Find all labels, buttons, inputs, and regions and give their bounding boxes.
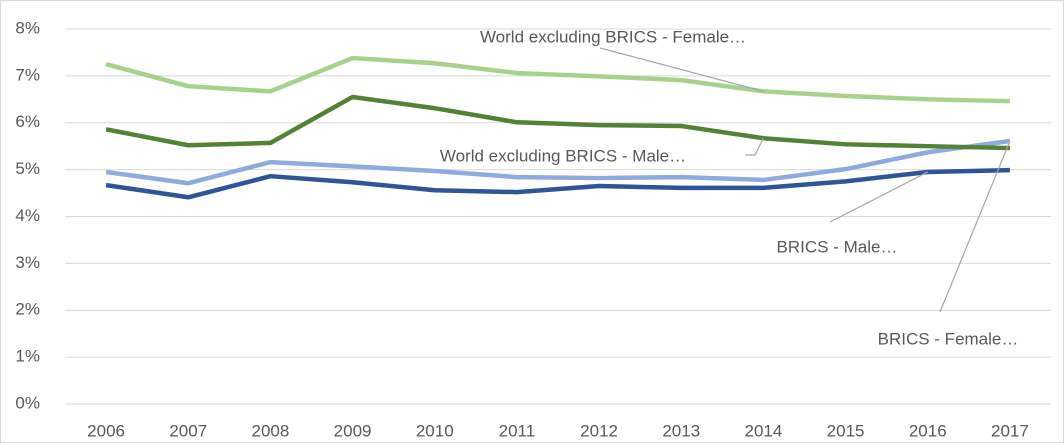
leader-line (599, 47, 764, 92)
y-tick-label: 2% (15, 300, 40, 319)
x-tick-label: 2016 (909, 421, 947, 440)
x-tick-label: 2007 (169, 421, 207, 440)
y-tick-label: 6% (15, 112, 40, 131)
leader-line (745, 137, 764, 156)
x-tick-label: 2017 (991, 421, 1029, 440)
y-tick-label: 3% (15, 253, 40, 272)
y-tick-label: 7% (15, 65, 40, 84)
x-tick-label: 2011 (499, 421, 536, 440)
leader-line (939, 140, 1011, 313)
y-tick-label: 1% (15, 347, 40, 366)
y-tick-label: 4% (15, 206, 40, 225)
x-tick-label: 2013 (662, 421, 700, 440)
series-line (105, 55, 1010, 104)
x-tick-label: 2015 (827, 421, 865, 440)
y-tick-label: 0% (15, 393, 40, 412)
y-tick-label: 5% (15, 159, 40, 178)
series-label: BRICS - Female… (878, 329, 1019, 348)
series-line (105, 167, 1010, 200)
x-tick-label: 2014 (745, 421, 783, 440)
x-tick-label: 2008 (252, 421, 290, 440)
x-tick-label: 2006 (87, 421, 125, 440)
y-tick-label: 8% (15, 18, 40, 37)
x-tick-label: 2010 (416, 421, 454, 440)
x-tick-label: 2009 (334, 421, 372, 440)
series-line (105, 138, 1011, 186)
series-label: BRICS - Male… (777, 237, 898, 256)
x-tick-label: 2012 (580, 421, 618, 440)
series-label: World excluding BRICS - Male… (440, 146, 686, 165)
leader-line (829, 171, 929, 223)
series-label: World excluding BRICS - Female… (480, 27, 746, 46)
series-line (105, 94, 1010, 151)
